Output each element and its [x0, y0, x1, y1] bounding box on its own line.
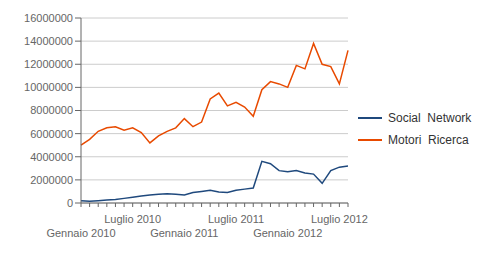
svg-text:10000000: 10000000: [24, 81, 73, 93]
html-text:Motori Ricerca: Motori Ricerca: [388, 133, 469, 147]
svg-text:6000000: 6000000: [30, 128, 73, 140]
svg-text:Luglio 2011: Luglio 2011: [208, 213, 264, 225]
svg-text:16000000: 16000000: [24, 12, 73, 24]
svg-text:Luglio 2012: Luglio 2012: [311, 213, 368, 225]
svg-text:Gennaio 2011: Gennaio 2011: [150, 227, 218, 239]
svg-text:Gennaio 2012: Gennaio 2012: [253, 227, 322, 239]
svg-text:8000000: 8000000: [30, 104, 73, 116]
svg-text:Gennaio 2010: Gennaio 2010: [46, 227, 115, 239]
html-text:Social Network: Social Network: [388, 111, 472, 125]
svg-text:14000000: 14000000: [24, 35, 73, 47]
svg-text:2000000: 2000000: [30, 174, 73, 186]
svg-text:0: 0: [67, 197, 73, 209]
svg-text:4000000: 4000000: [30, 151, 73, 163]
svg-text:Luglio 2010: Luglio 2010: [104, 213, 161, 225]
svg-text:12000000: 12000000: [24, 58, 73, 70]
